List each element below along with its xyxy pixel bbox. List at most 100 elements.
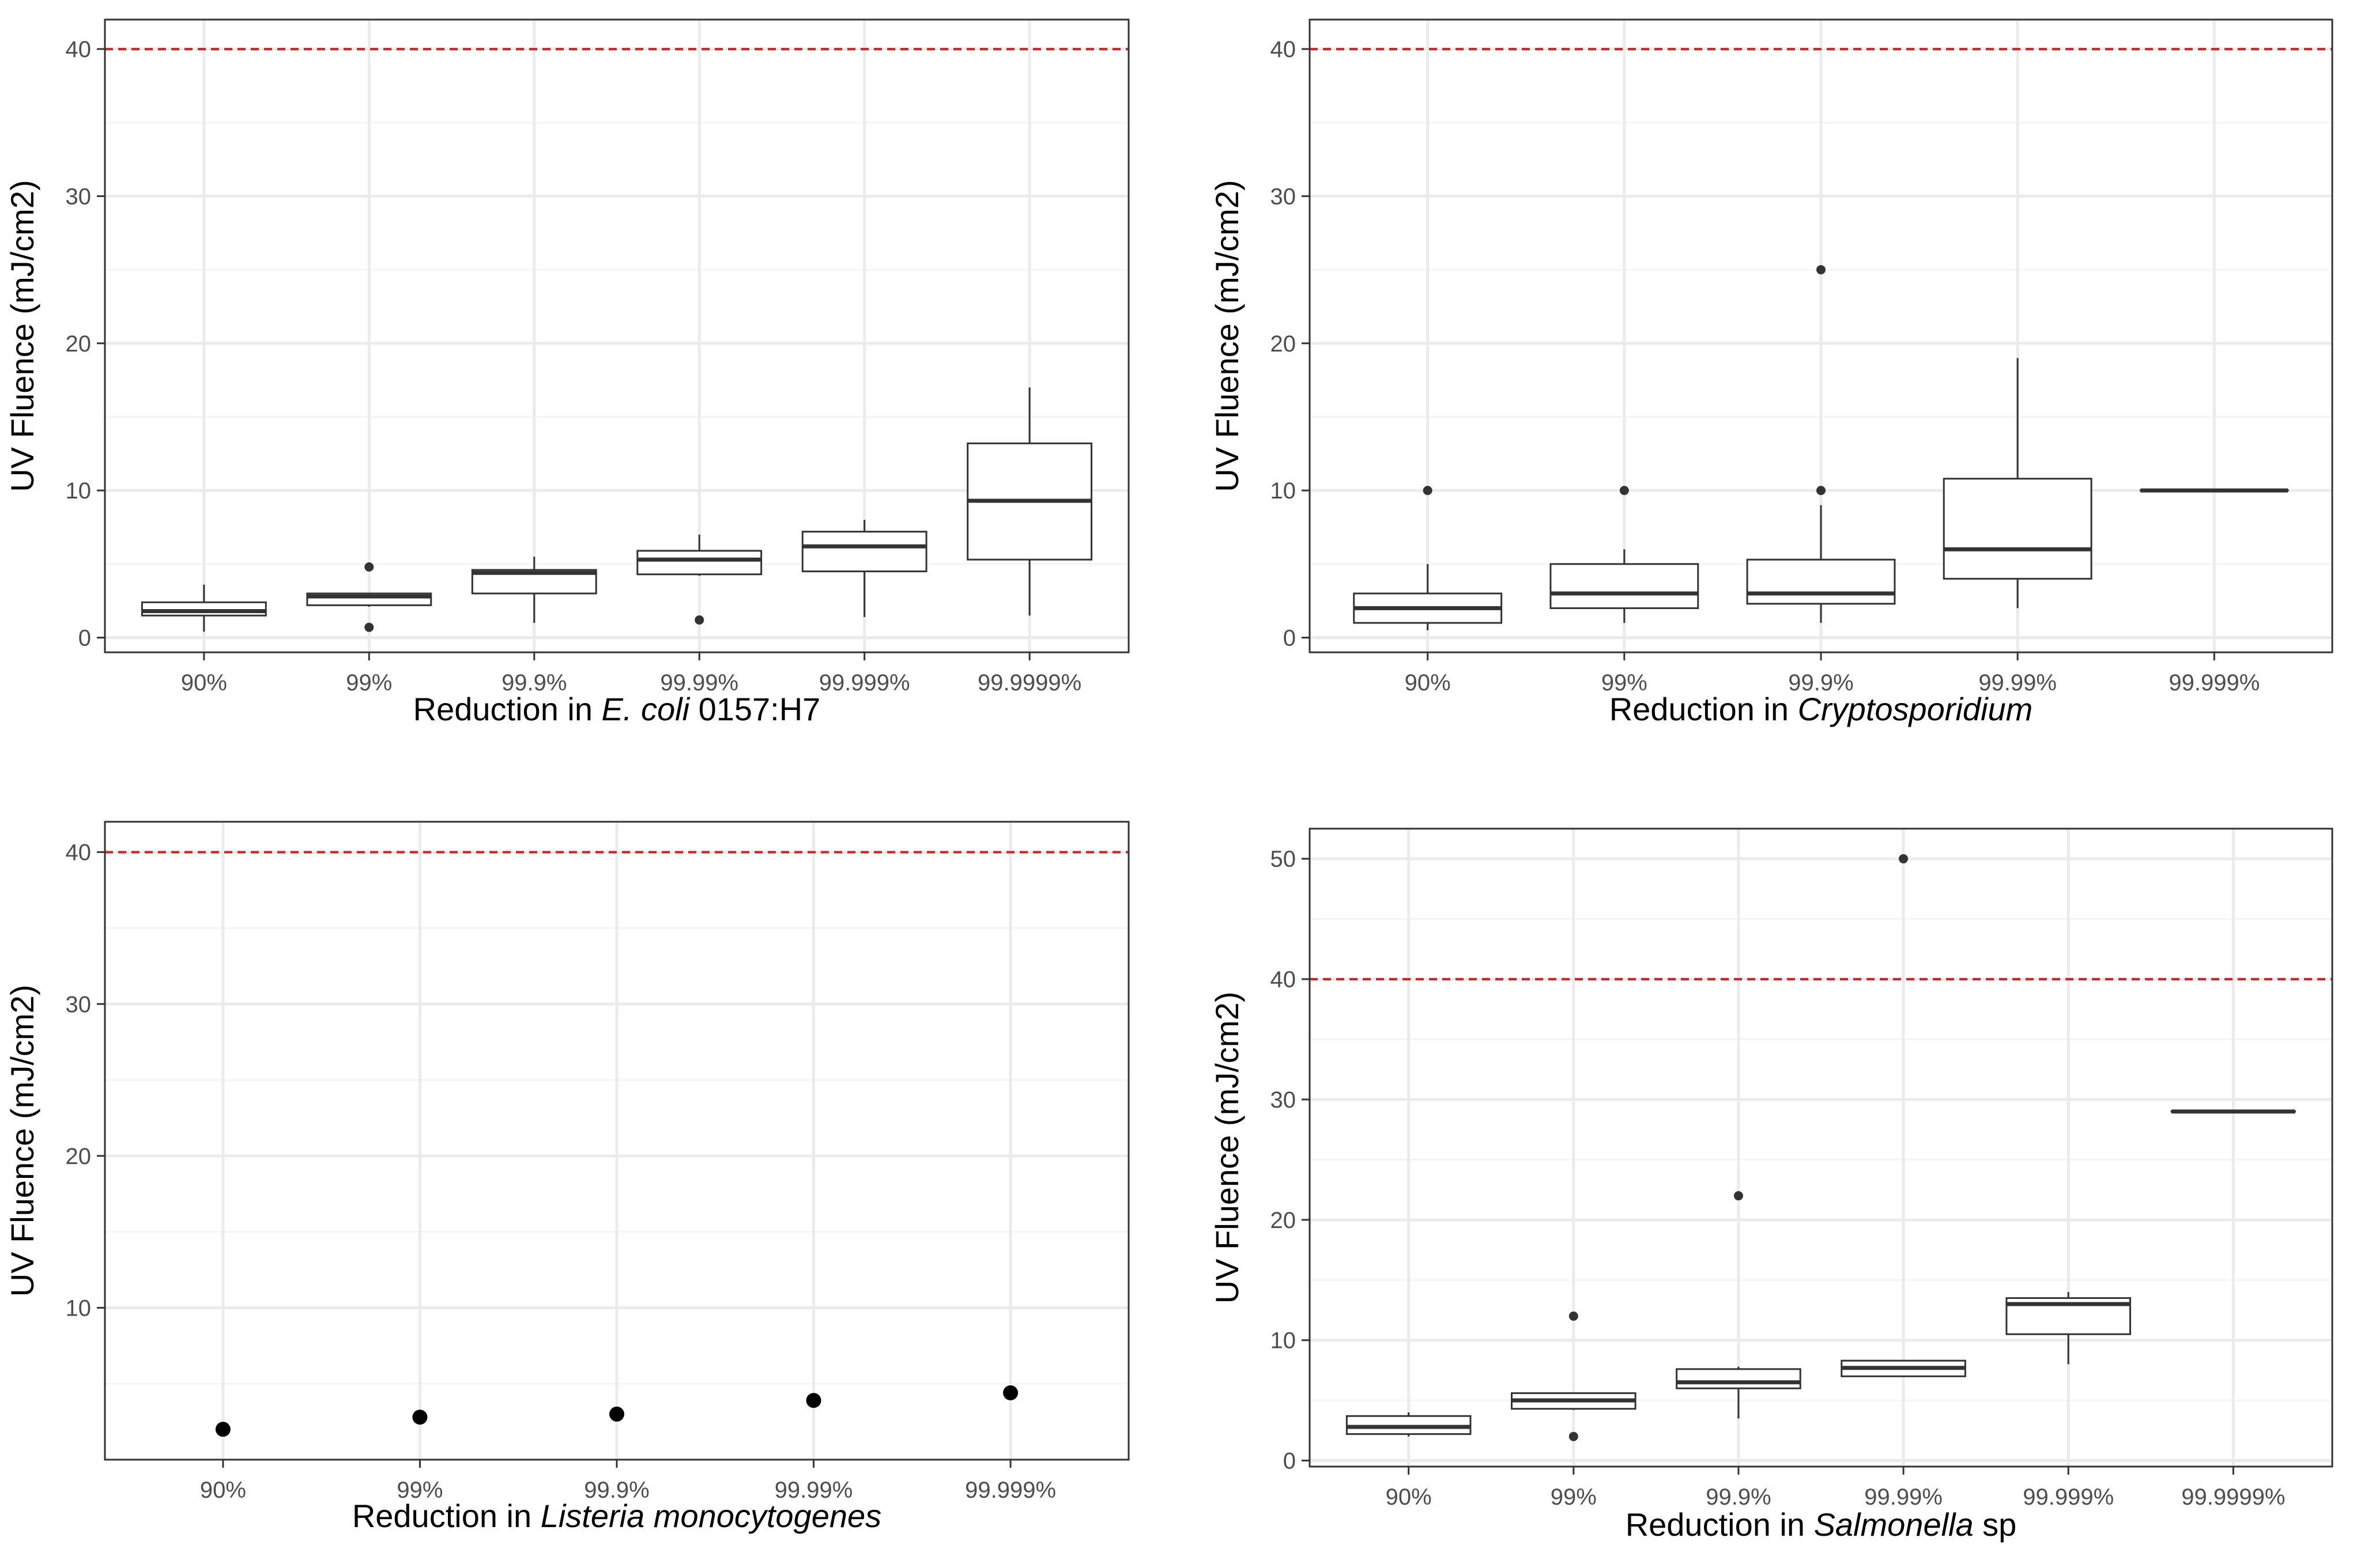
- y-tick-label: 40: [66, 37, 92, 62]
- x-tick-label: 99%: [1601, 670, 1647, 696]
- outlier-point: [1816, 486, 1826, 496]
- x-tick-label: 99.999%: [819, 670, 910, 696]
- y-tick-label: 10: [1270, 478, 1296, 504]
- y-tick-label: 0: [1283, 625, 1296, 651]
- box-body: [1943, 478, 2092, 580]
- x-tick-label: 90%: [1386, 1484, 1432, 1510]
- x-tick-label: 90%: [181, 670, 227, 696]
- box-body: [141, 601, 267, 617]
- x-tick-label: 99.9%: [584, 1478, 649, 1503]
- box-body: [1676, 1368, 1801, 1389]
- y-tick-label: 40: [1270, 37, 1296, 62]
- box-90%: [1353, 486, 1503, 630]
- y-tick-label: 40: [66, 840, 92, 866]
- panel-1: 0 10 20 30 40 90% 99% 99.9% 99.99% 99.999% 99.9999…: [4, 18, 1130, 727]
- y-tick-label: 10: [1270, 1328, 1296, 1354]
- panel-background: [1310, 829, 2332, 1467]
- x-axis-title: Reduction in Salmonella sp: [1626, 1506, 2017, 1543]
- y-tick-label: 10: [66, 478, 92, 504]
- outlier-point: [1619, 486, 1629, 496]
- y-tick-label: 30: [1270, 1087, 1296, 1113]
- box-99.99%: [1943, 358, 2092, 609]
- y-tick-label: 20: [1270, 1208, 1296, 1233]
- box-body: [636, 550, 763, 576]
- box-body: [801, 531, 927, 573]
- y-tick-label: 20: [66, 331, 92, 357]
- outlier-point: [695, 615, 704, 625]
- box-99%: [1549, 486, 1699, 623]
- x-axis-title: Reduction in Cryptosporidium: [1609, 691, 2033, 727]
- x-axis-title-suffix: 0157:H7: [689, 691, 820, 727]
- y-axis-title: UV Fluence (mJ/cm2): [4, 180, 40, 492]
- box-99%: [306, 562, 432, 632]
- x-axis-title-prefix: Reduction in: [1609, 691, 1798, 727]
- outlier-point: [1423, 486, 1432, 496]
- x-tick-label: 99.9999%: [2181, 1484, 2285, 1510]
- x-tick-label: 99%: [1551, 1484, 1597, 1510]
- x-axis-title: Reduction in E. coli 0157:H7: [413, 691, 821, 727]
- x-tick-label: 99.99%: [1864, 1484, 1943, 1510]
- box-99.99%: [1841, 854, 1966, 1377]
- panel-3: 10 20 30 40 90% 99% 99.9% 99.99% 99.999% UV Fluen…: [4, 821, 1130, 1534]
- x-axis-title-species: Cryptosporidium: [1798, 691, 2033, 727]
- x-tick-label: 99%: [346, 670, 392, 696]
- panel-4: 0 10 20 30 40 50 90% 99% 99.9% 99.99% 99.999% 99.99…: [1209, 828, 2333, 1543]
- box-99.999%: [2005, 1292, 2131, 1365]
- outlier-point: [1816, 265, 1826, 275]
- panel-2: 0 10 20 30 40 90% 99% 99.9% 99.99% 99.999% UV Flue…: [1209, 18, 2333, 727]
- outlier-point: [1733, 1191, 1743, 1201]
- x-axis-title-species: Listeria monocytogenes: [541, 1498, 881, 1534]
- panel-background: [105, 20, 1129, 652]
- box-99.9%: [471, 557, 597, 623]
- y-tick-label: 30: [66, 992, 92, 1017]
- outlier-point: [364, 562, 374, 572]
- y-axis-title: UV Fluence (mJ/cm2): [1209, 180, 1245, 492]
- x-axis-title-prefix: Reduction in: [352, 1498, 541, 1534]
- data-point-99.99%: [806, 1393, 821, 1408]
- box-99.9%: [1746, 265, 1896, 623]
- x-tick-label: 99.9%: [501, 670, 567, 696]
- data-point-99.9%: [609, 1406, 624, 1422]
- x-tick-label: 90%: [200, 1478, 246, 1503]
- x-axis-title-prefix: Reduction in: [413, 691, 602, 727]
- x-axis-title: Reduction in Listeria monocytogenes: [352, 1498, 881, 1534]
- x-tick-label: 99.999%: [965, 1478, 1056, 1503]
- y-tick-label: 30: [66, 184, 92, 209]
- box-body: [1746, 558, 1896, 605]
- y-axis-title: UV Fluence (mJ/cm2): [1209, 992, 1245, 1303]
- y-tick-label: 50: [1270, 847, 1296, 872]
- x-tick-label: 99.9%: [1788, 670, 1853, 696]
- box-99.9%: [1676, 1191, 1801, 1419]
- data-point-99%: [412, 1410, 428, 1425]
- box-body: [1549, 563, 1699, 609]
- x-tick-label: 99.99%: [1978, 670, 2057, 696]
- x-axis-title-species: E. coli: [602, 691, 691, 727]
- panel-border: [104, 18, 1130, 653]
- y-tick-label: 0: [78, 625, 91, 651]
- x-axis-title-suffix: sp: [1974, 1506, 2017, 1543]
- outlier-point: [364, 622, 374, 632]
- data-point-90%: [215, 1422, 231, 1437]
- box-90%: [141, 584, 267, 632]
- box-99%: [1511, 1311, 1636, 1441]
- x-tick-label: 90%: [1405, 670, 1451, 696]
- box-99.9999%: [967, 387, 1093, 616]
- y-tick-label: 10: [66, 1295, 92, 1321]
- x-axis-title-prefix: Reduction in: [1626, 1506, 1814, 1543]
- outlier-point: [1568, 1311, 1578, 1321]
- x-tick-label: 99.9999%: [978, 670, 1081, 696]
- y-tick-label: 20: [66, 1144, 92, 1169]
- box-90%: [1345, 1412, 1472, 1437]
- panel-border: [1309, 828, 2333, 1468]
- outlier-point: [1899, 854, 1909, 864]
- x-tick-label: 99%: [397, 1478, 443, 1503]
- outlier-point: [1568, 1431, 1578, 1441]
- y-tick-label: 30: [1270, 184, 1296, 209]
- x-tick-label: 99.99%: [660, 670, 738, 696]
- data-point-99.999%: [1003, 1385, 1019, 1401]
- x-tick-label: 99.999%: [2023, 1484, 2114, 1510]
- x-tick-label: 99.999%: [2169, 670, 2260, 696]
- y-tick-label: 40: [1270, 967, 1296, 992]
- y-tick-label: 0: [1283, 1449, 1296, 1474]
